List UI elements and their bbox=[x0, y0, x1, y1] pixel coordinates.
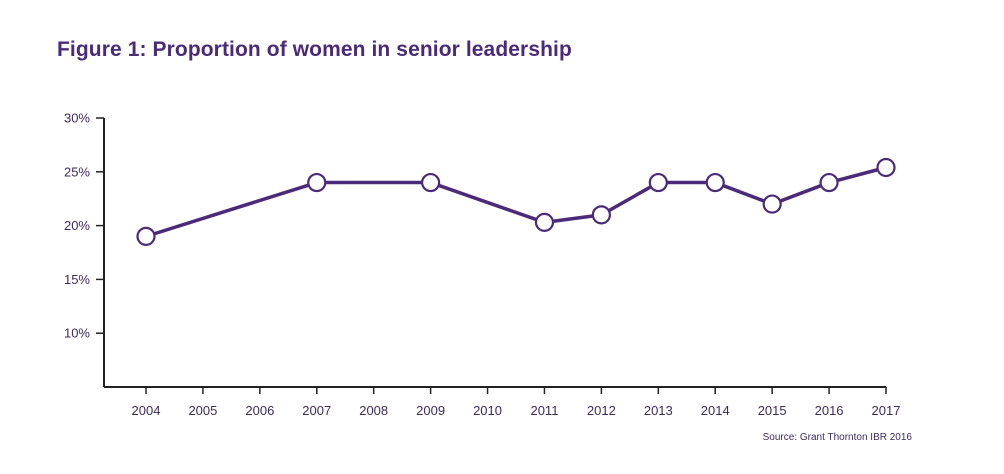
x-tick-label: 2010 bbox=[473, 403, 502, 418]
y-tick-label: 20% bbox=[64, 218, 90, 233]
x-tick-label: 2004 bbox=[132, 403, 161, 418]
data-point-2017 bbox=[876, 157, 896, 178]
data-point-2011 bbox=[534, 212, 555, 232]
series-points-group bbox=[136, 157, 896, 246]
data-point-2014 bbox=[705, 172, 725, 193]
x-tick-label: 2006 bbox=[245, 403, 274, 418]
data-point-2013 bbox=[648, 172, 668, 193]
y-tick-label: 25% bbox=[64, 164, 90, 179]
data-point-2009 bbox=[421, 172, 441, 193]
y-tick-label: 10% bbox=[64, 326, 90, 341]
x-tick-label: 2009 bbox=[416, 403, 445, 418]
x-tick-label: 2012 bbox=[587, 403, 616, 418]
data-point-2004 bbox=[136, 226, 156, 246]
x-tick-label: 2013 bbox=[644, 403, 673, 418]
chart-axes bbox=[103, 118, 886, 388]
x-tick-label: 2016 bbox=[815, 403, 844, 418]
x-tick-label: 2005 bbox=[188, 403, 217, 418]
x-tick-label: 2015 bbox=[758, 403, 787, 418]
source-note: Source: Grant Thornton IBR 2016 bbox=[762, 432, 912, 443]
x-tick-label: 2017 bbox=[872, 403, 901, 418]
data-point-2012 bbox=[591, 205, 611, 225]
data-point-2016 bbox=[819, 172, 839, 193]
data-point-2007 bbox=[307, 172, 327, 193]
series-line bbox=[144, 165, 888, 239]
series-line-group bbox=[144, 165, 888, 239]
x-tick-label: 2007 bbox=[302, 403, 331, 418]
data-point-2015 bbox=[762, 194, 782, 214]
y-axis-ticks: 30% 25% 20% 15% 10% bbox=[64, 111, 104, 341]
x-tick-label: 2011 bbox=[530, 403, 558, 418]
y-tick-label: 30% bbox=[64, 111, 90, 126]
y-tick-label: 15% bbox=[64, 272, 90, 287]
chart-title: Figure 1: Proportion of women in senior … bbox=[57, 38, 572, 61]
x-tick-label: 2014 bbox=[701, 403, 730, 418]
x-axis-ticks: 2004 2005 2006 2007 2008 2009 2010 2011 2012 2013… bbox=[132, 387, 901, 418]
x-tick-label: 2008 bbox=[359, 403, 388, 418]
